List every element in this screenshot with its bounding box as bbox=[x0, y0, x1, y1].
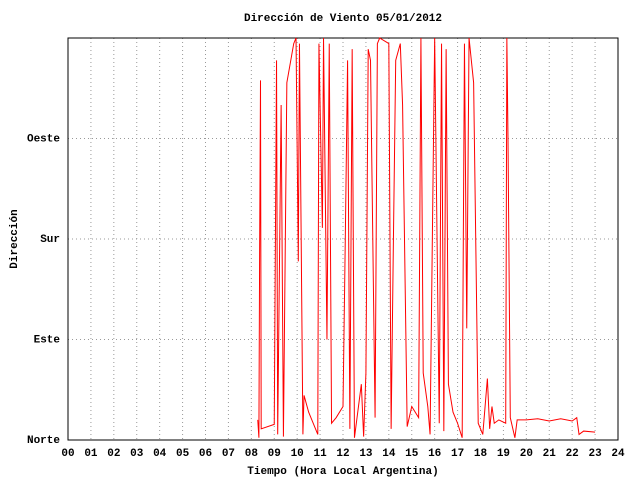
x-tick-label: 12 bbox=[336, 448, 349, 460]
x-tick-label: 03 bbox=[130, 448, 144, 460]
x-tick-label: 23 bbox=[588, 448, 602, 460]
x-tick-label: 20 bbox=[520, 448, 533, 460]
x-tick-label: 09 bbox=[268, 448, 281, 460]
x-axis-label: Tiempo (Hora Local Argentina) bbox=[247, 466, 438, 478]
y-axis-label: Dirección bbox=[9, 209, 21, 268]
x-tick-label: 11 bbox=[313, 448, 327, 460]
chart-title: Dirección de Viento 05/01/2012 bbox=[244, 13, 442, 25]
x-tick-label: 15 bbox=[405, 448, 419, 460]
data-line bbox=[257, 37, 596, 438]
x-tick-label: 07 bbox=[222, 448, 235, 460]
y-tick-label: Norte bbox=[27, 435, 60, 447]
x-tick-label: 22 bbox=[566, 448, 579, 460]
y-tick-label: Sur bbox=[40, 234, 60, 246]
x-tick-label: 00 bbox=[61, 448, 74, 460]
x-tick-label: 18 bbox=[474, 448, 488, 460]
x-tick-label: 01 bbox=[84, 448, 98, 460]
x-tick-label: 10 bbox=[291, 448, 304, 460]
x-tick-label: 06 bbox=[199, 448, 212, 460]
x-tick-label: 19 bbox=[497, 448, 510, 460]
plot-frame bbox=[67, 37, 619, 441]
x-tick-label: 02 bbox=[107, 448, 120, 460]
x-tick-label: 21 bbox=[543, 448, 557, 460]
x-tick-label: 04 bbox=[153, 448, 167, 460]
y-tick-label: Este bbox=[34, 334, 61, 346]
x-tick-label: 05 bbox=[176, 448, 190, 460]
x-tick-label: 08 bbox=[245, 448, 259, 460]
x-tick-label: 13 bbox=[359, 448, 373, 460]
x-tick-label: 16 bbox=[428, 448, 441, 460]
x-tick-label: 17 bbox=[451, 448, 464, 460]
y-tick-label: Oeste bbox=[27, 133, 60, 145]
x-tick-label: 14 bbox=[382, 448, 396, 460]
x-tick-label: 24 bbox=[611, 448, 625, 460]
